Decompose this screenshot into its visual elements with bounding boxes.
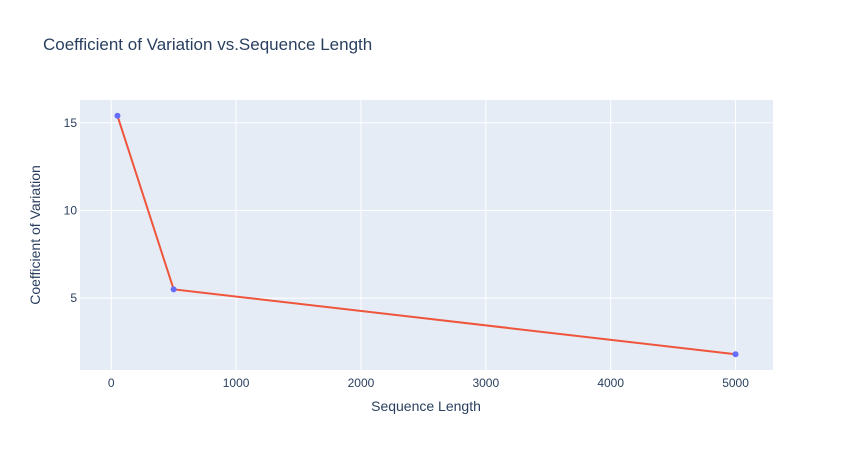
x-tick-label: 4000	[597, 376, 624, 390]
x-gridlines	[110, 100, 737, 370]
chart-title: Coefficient of Variation vs.Sequence Len…	[43, 35, 372, 54]
y-tick-labels: 5 10 15	[64, 116, 78, 305]
x-tick-labels: 0 1000 2000 3000 4000 5000	[108, 376, 749, 390]
y-tick-label: 15	[64, 116, 78, 130]
y-gridlines	[80, 122, 773, 299]
data-point	[732, 351, 739, 358]
x-tick-label: 2000	[348, 376, 375, 390]
series-layer	[114, 112, 739, 358]
plot-area	[80, 100, 773, 370]
x-tick-label: 5000	[722, 376, 749, 390]
y-axis-title: Coefficient of Variation	[27, 165, 43, 305]
x-tick-label: 0	[108, 376, 115, 390]
data-point	[114, 112, 121, 119]
x-tick-label: 3000	[472, 376, 499, 390]
y-tick-label: 5	[70, 291, 77, 305]
data-point	[170, 286, 177, 293]
x-axis-title: Sequence Length	[371, 398, 481, 414]
y-tick-label: 10	[64, 203, 78, 217]
x-tick-label: 1000	[223, 376, 250, 390]
